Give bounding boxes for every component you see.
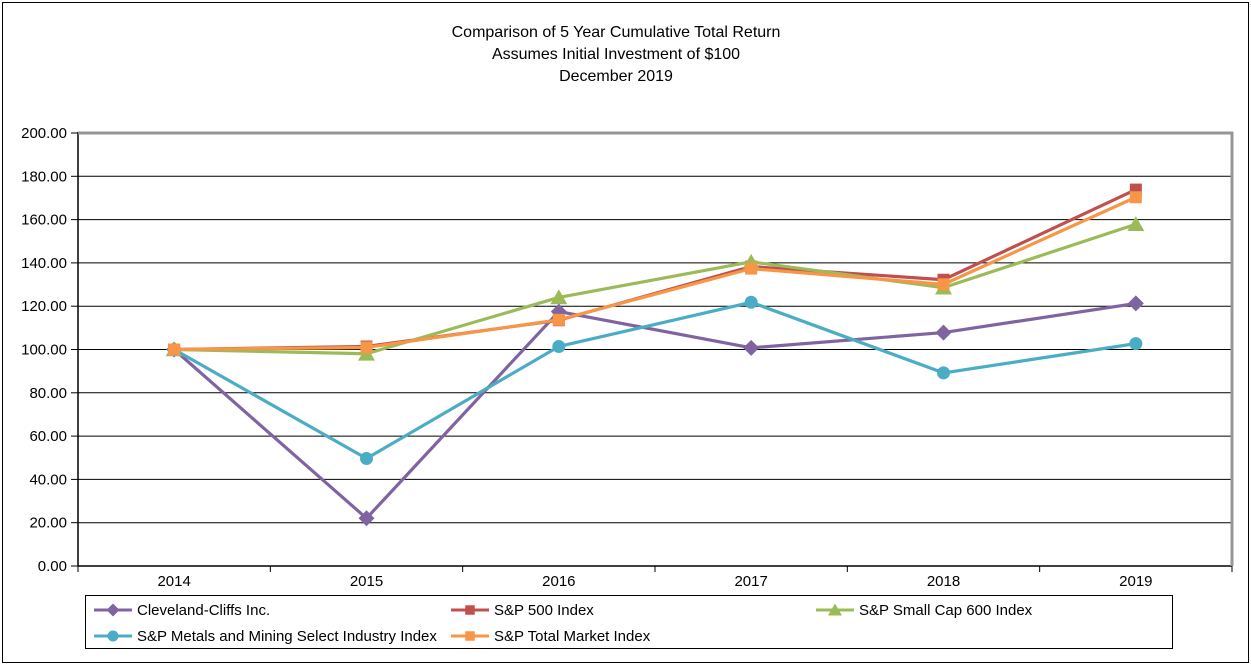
series-line-s-p-metals-and-mining-select-industry-index (173, 300, 1137, 461)
y-axis-label: 140.00 (21, 255, 67, 272)
triangle-legend-marker-icon (816, 603, 854, 616)
series-marker-cleveland-cliffs-inc (743, 339, 760, 356)
square-legend-marker-icon (451, 631, 489, 641)
series-marker-s-p-total-market-index (745, 262, 758, 275)
chart-title: Comparison of 5 Year Cumulative Total Re… (0, 22, 1232, 88)
x-axis-label: 2014 (157, 573, 190, 590)
series-line-s-p-small-cap-600-index (174, 222, 1137, 356)
legend-item-s-p-total-market-index: S&P Total Market Index (450, 626, 650, 646)
legend-box: Cleveland-Cliffs Inc. S&P 500 Index S&P Sm… (85, 595, 1173, 649)
legend-item-s-p-metals-and-mining-select-industry-index: S&P Metals and Mining Select Industry In… (93, 626, 437, 646)
series-marker-s-p-total-market-index (168, 343, 181, 356)
legend-label: Cleveland-Cliffs Inc. (137, 601, 271, 619)
x-axis-label: 2019 (1119, 573, 1152, 590)
diamond-icon (106, 603, 120, 617)
series-marker-s-p-total-market-index (552, 313, 565, 326)
legend-item-s-p-small-cap-600-index: S&P Small Cap 600 Index (815, 600, 1032, 620)
square-icon (465, 605, 475, 615)
series-marker-s-p-total-market-index (360, 341, 373, 354)
y-axis-label: 20.00 (29, 515, 67, 532)
square-legend-marker-icon (451, 605, 489, 615)
series-line-cleveland-cliffs-inc (173, 301, 1137, 520)
legend-item-cleveland-cliffs-inc: Cleveland-Cliffs Inc. (93, 600, 270, 620)
series-marker-s-p-metals-and-mining-select-industry-index (552, 339, 566, 353)
chart-title-line1: Comparison of 5 Year Cumulative Total Re… (451, 24, 781, 41)
series-marker-cleveland-cliffs-inc (1127, 295, 1144, 312)
x-axis-label: 2016 (542, 573, 575, 590)
x-axis-label: 2017 (734, 573, 767, 590)
square-icon (465, 631, 475, 641)
y-axis-label: 60.00 (29, 428, 67, 445)
circle-legend-marker-icon (94, 630, 132, 642)
x-axis-label: 2018 (927, 573, 960, 590)
y-axis-label: 40.00 (29, 471, 67, 488)
legend-label: S&P Total Market Index (494, 627, 651, 645)
legend-item-s-p-500-index: S&P 500 Index (450, 600, 594, 620)
series-marker-s-p-total-market-index (937, 278, 950, 291)
legend-label: S&P Metals and Mining Select Industry In… (137, 627, 437, 645)
circle-icon (107, 630, 119, 642)
series-marker-s-p-metals-and-mining-select-industry-index (937, 366, 950, 380)
series-marker-s-p-total-market-index (1129, 191, 1142, 204)
legend-label: S&P 500 Index (494, 601, 594, 619)
series-marker-s-p-small-cap-600-index (550, 289, 568, 305)
series-marker-cleveland-cliffs-inc (935, 324, 952, 341)
triangle-icon (828, 603, 842, 616)
chart-title-line2: Assumes Initial Investment of $100 (491, 46, 741, 63)
series-marker-s-p-metals-and-mining-select-industry-index (744, 295, 758, 309)
chart-title-line3: December 2019 (559, 68, 673, 85)
x-axis-label: 2015 (350, 573, 383, 590)
legend-label: S&P Small Cap 600 Index (859, 601, 1033, 619)
y-axis-label: 180.00 (21, 168, 67, 185)
series-marker-s-p-metals-and-mining-select-industry-index (360, 452, 373, 466)
diamond-legend-marker-icon (94, 603, 132, 617)
y-axis-label: 80.00 (29, 385, 67, 402)
y-axis-label: 200.00 (21, 125, 67, 142)
series-marker-s-p-metals-and-mining-select-industry-index (1129, 337, 1143, 351)
series-marker-s-p-small-cap-600-index (1127, 216, 1145, 232)
y-axis-label: 120.00 (21, 298, 67, 315)
y-axis-label: 100.00 (21, 342, 67, 359)
series-line-s-p-total-market-index (174, 195, 1137, 352)
series-marker-cleveland-cliffs-inc (358, 510, 375, 527)
y-axis-label: 0.00 (38, 558, 67, 575)
y-axis-label: 160.00 (21, 212, 67, 229)
